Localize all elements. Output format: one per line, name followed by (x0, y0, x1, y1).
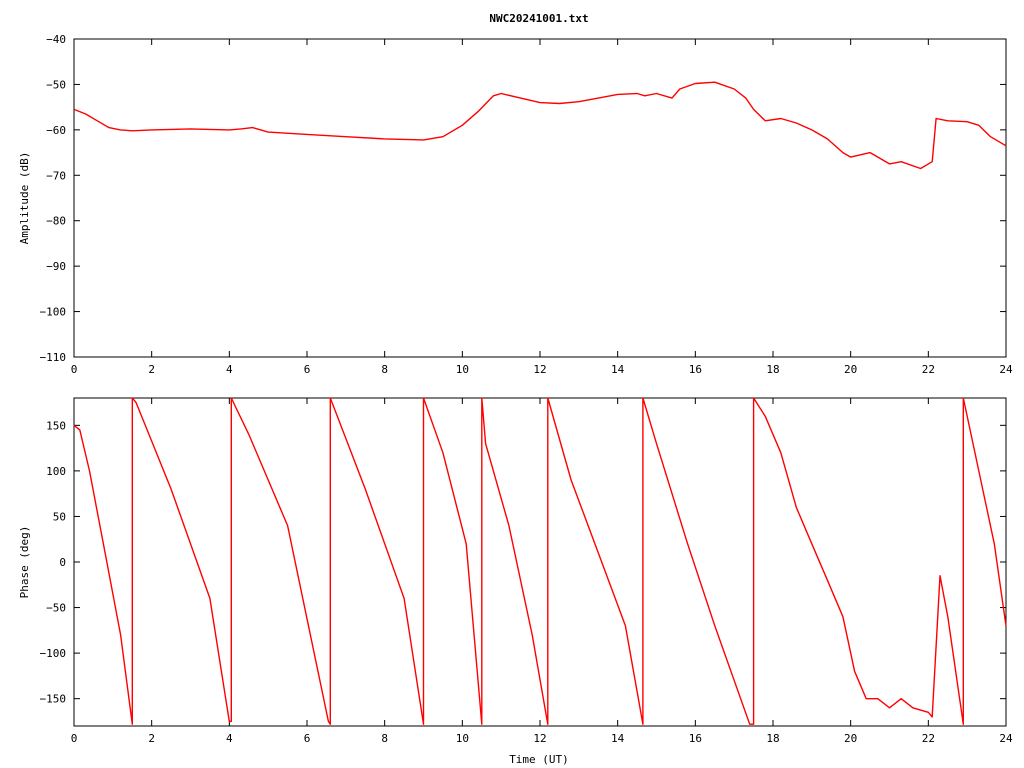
amplitude-y-tick-label: −60 (46, 124, 66, 137)
amplitude-x-tick-label: 6 (304, 363, 311, 376)
phase-x-tick-label: 2 (148, 732, 155, 745)
phase-x-tick-label: 18 (766, 732, 779, 745)
phase-y-tick-label: 50 (53, 510, 66, 523)
amplitude-y-tick-label: −110 (40, 351, 67, 364)
phase-x-tick-label: 14 (611, 732, 625, 745)
amplitude-x-tick-label: 10 (456, 363, 469, 376)
phase-x-tick-label: 6 (304, 732, 311, 745)
phase-y-tick-label: 150 (46, 419, 66, 432)
phase-y-tick-label: −150 (40, 693, 67, 706)
amplitude-series (73, 81, 1007, 170)
amplitude-x-tick-label: 12 (533, 363, 546, 376)
amplitude-series-line (73, 81, 1007, 170)
phase-y-axis-label: Phase (deg) (18, 526, 31, 599)
phase-x-tick-label: 8 (381, 732, 388, 745)
amplitude-x-tick-label: 18 (766, 363, 779, 376)
amplitude-y-tick-label: −100 (40, 306, 67, 319)
chart-title: NWC20241001.txt (489, 12, 588, 25)
amplitude-panel: 0 2 4 6 8 10 12 14 16 18 20 22 24−40−50−60−70−80−90−… (18, 33, 1013, 376)
phase-x-tick-label: 12 (533, 732, 546, 745)
phase-x-tick-label: 22 (922, 732, 935, 745)
phase-x-tick-label: 24 (999, 732, 1013, 745)
amplitude-ticks: 0 2 4 6 8 10 12 14 16 18 20 22 24−40−50−60−70−80−90−… (40, 33, 1013, 376)
phase-y-tick-label: 0 (59, 556, 66, 569)
phase-x-tick-label: 4 (226, 732, 233, 745)
amplitude-x-tick-label: 0 (71, 363, 78, 376)
amplitude-y-tick-label: −70 (46, 169, 66, 182)
phase-series-line (73, 397, 1007, 725)
amplitude-y-tick-label: −90 (46, 260, 66, 273)
phase-x-tick-label: 10 (456, 732, 469, 745)
amplitude-y-tick-label: −40 (46, 33, 66, 46)
amplitude-x-tick-label: 14 (611, 363, 625, 376)
phase-x-tick-label: 20 (844, 732, 857, 745)
phase-y-tick-label: −50 (46, 602, 66, 615)
amplitude-x-tick-label: 2 (148, 363, 155, 376)
amplitude-x-tick-label: 20 (844, 363, 857, 376)
phase-panel: 0 2 4 6 8 10 12 14 16 18 20 22 24150100500−50−100−15… (18, 397, 1013, 766)
phase-y-tick-label: 100 (46, 465, 66, 478)
amplitude-y-axis-label: Amplitude (dB) (18, 152, 31, 245)
amplitude-x-tick-label: 16 (689, 363, 702, 376)
phase-x-tick-label: 0 (71, 732, 78, 745)
phase-ticks: 0 2 4 6 8 10 12 14 16 18 20 22 24150100500−50−100−15… (40, 398, 1013, 745)
amplitude-plot-frame (73, 38, 1007, 358)
phase-y-tick-label: −100 (40, 647, 67, 660)
phase-x-axis-label: Time (UT) (509, 753, 569, 766)
amplitude-x-tick-label: 24 (999, 363, 1013, 376)
amplitude-y-tick-label: −50 (46, 78, 66, 91)
phase-series (73, 397, 1007, 725)
amplitude-x-tick-label: 8 (381, 363, 388, 376)
amplitude-x-tick-label: 22 (922, 363, 935, 376)
amplitude-x-tick-label: 4 (226, 363, 233, 376)
phase-x-tick-label: 16 (689, 732, 702, 745)
amplitude-y-tick-label: −80 (46, 215, 66, 228)
